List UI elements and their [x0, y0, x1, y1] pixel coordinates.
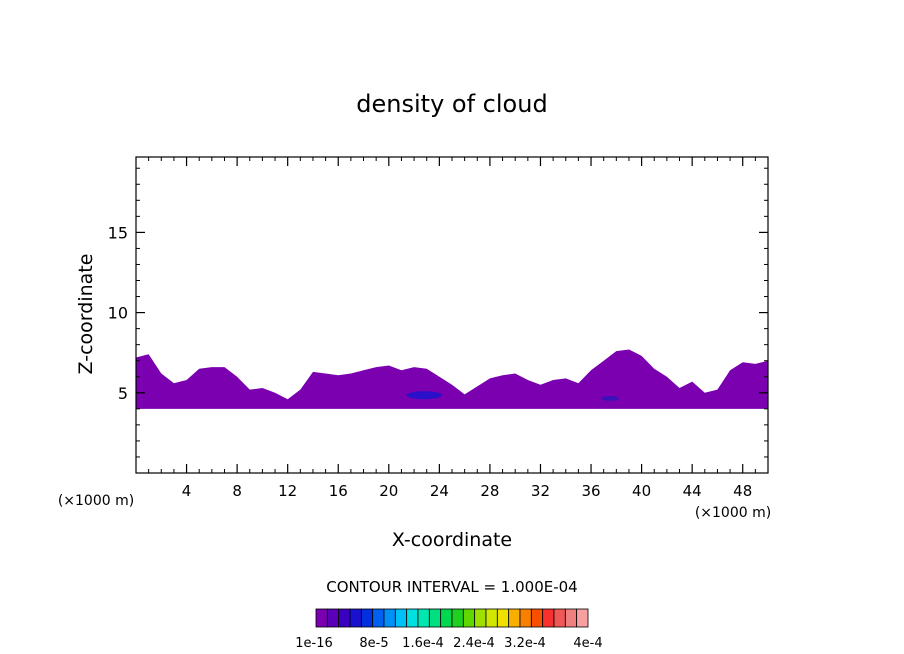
colorbar-swatch	[349, 608, 362, 628]
colorbar-swatch	[474, 608, 487, 628]
colorbar-swatch	[542, 608, 555, 628]
contour-interval-text: CONTOUR INTERVAL = 1.000E-04	[326, 578, 577, 596]
colorbar-swatch	[338, 608, 351, 628]
colorbar-swatch	[564, 608, 578, 628]
colorbar-swatch	[530, 608, 544, 628]
colorbar: 1e-16 8e-5 1.6e-4 2.4e-4 3.2e-4 4e-4	[295, 608, 603, 651]
y-axis-label: Z-coordinate	[75, 254, 97, 375]
x-tick-label: 40	[632, 482, 651, 500]
x-tick-label: 16	[329, 482, 348, 500]
colorbar-swatch	[326, 608, 340, 628]
colorbar-swatch	[315, 608, 328, 628]
colorbar-swatch	[372, 608, 385, 628]
x-tick-label: 4	[182, 482, 192, 500]
x-tick-label: 8	[232, 482, 242, 500]
cloud-layer	[136, 349, 768, 409]
colorbar-swatch	[553, 608, 566, 628]
plot-frame	[135, 156, 769, 474]
x-tick-label: 24	[430, 482, 449, 500]
y-tick-label: 5	[118, 384, 128, 403]
colorbar-swatch	[576, 608, 589, 628]
colorbar-swatch	[485, 608, 498, 628]
x-unit-left: (×1000 m)	[58, 493, 134, 509]
y-tick-label: 15	[108, 223, 128, 242]
colorbar-label: 3.2e-4	[504, 636, 546, 651]
colorbar-swatch	[508, 608, 521, 628]
colorbar-swatch	[383, 608, 396, 628]
colorbar-swatch	[451, 608, 464, 628]
colorbar-swatch	[496, 608, 510, 628]
x-tick-label: 36	[581, 482, 600, 500]
x-tick-label: 12	[278, 482, 297, 500]
colorbar-label: 8e-5	[359, 636, 388, 651]
x-tick-label: 44	[683, 482, 702, 500]
x-axis-label: X-coordinate	[392, 529, 512, 551]
y-tick-label: 10	[108, 304, 128, 323]
chart-title: density of cloud	[356, 90, 547, 118]
colorbar-swatch	[406, 608, 419, 628]
dense-core-1	[406, 391, 442, 400]
colorbar-swatch	[440, 608, 453, 628]
colorbar-swatch	[462, 608, 476, 628]
x-tick-label: 32	[531, 482, 550, 500]
x-tick-label: 48	[733, 482, 752, 500]
x-tick-label: 28	[480, 482, 499, 500]
colorbar-swatch	[360, 608, 374, 628]
colorbar-swatch	[394, 608, 408, 628]
colorbar-label: 1e-16	[295, 636, 333, 651]
colorbar-swatch	[417, 608, 430, 628]
colorbar-swatch	[519, 608, 532, 628]
colorbar-label: 4e-4	[573, 636, 602, 651]
colorbar-label: 1.6e-4	[402, 636, 444, 651]
colorbar-swatch	[428, 608, 442, 628]
dense-core-2	[601, 396, 619, 401]
x-unit-right: (×1000 m)	[695, 505, 771, 521]
colorbar-label: 2.4e-4	[453, 636, 495, 651]
x-tick-label: 20	[379, 482, 398, 500]
